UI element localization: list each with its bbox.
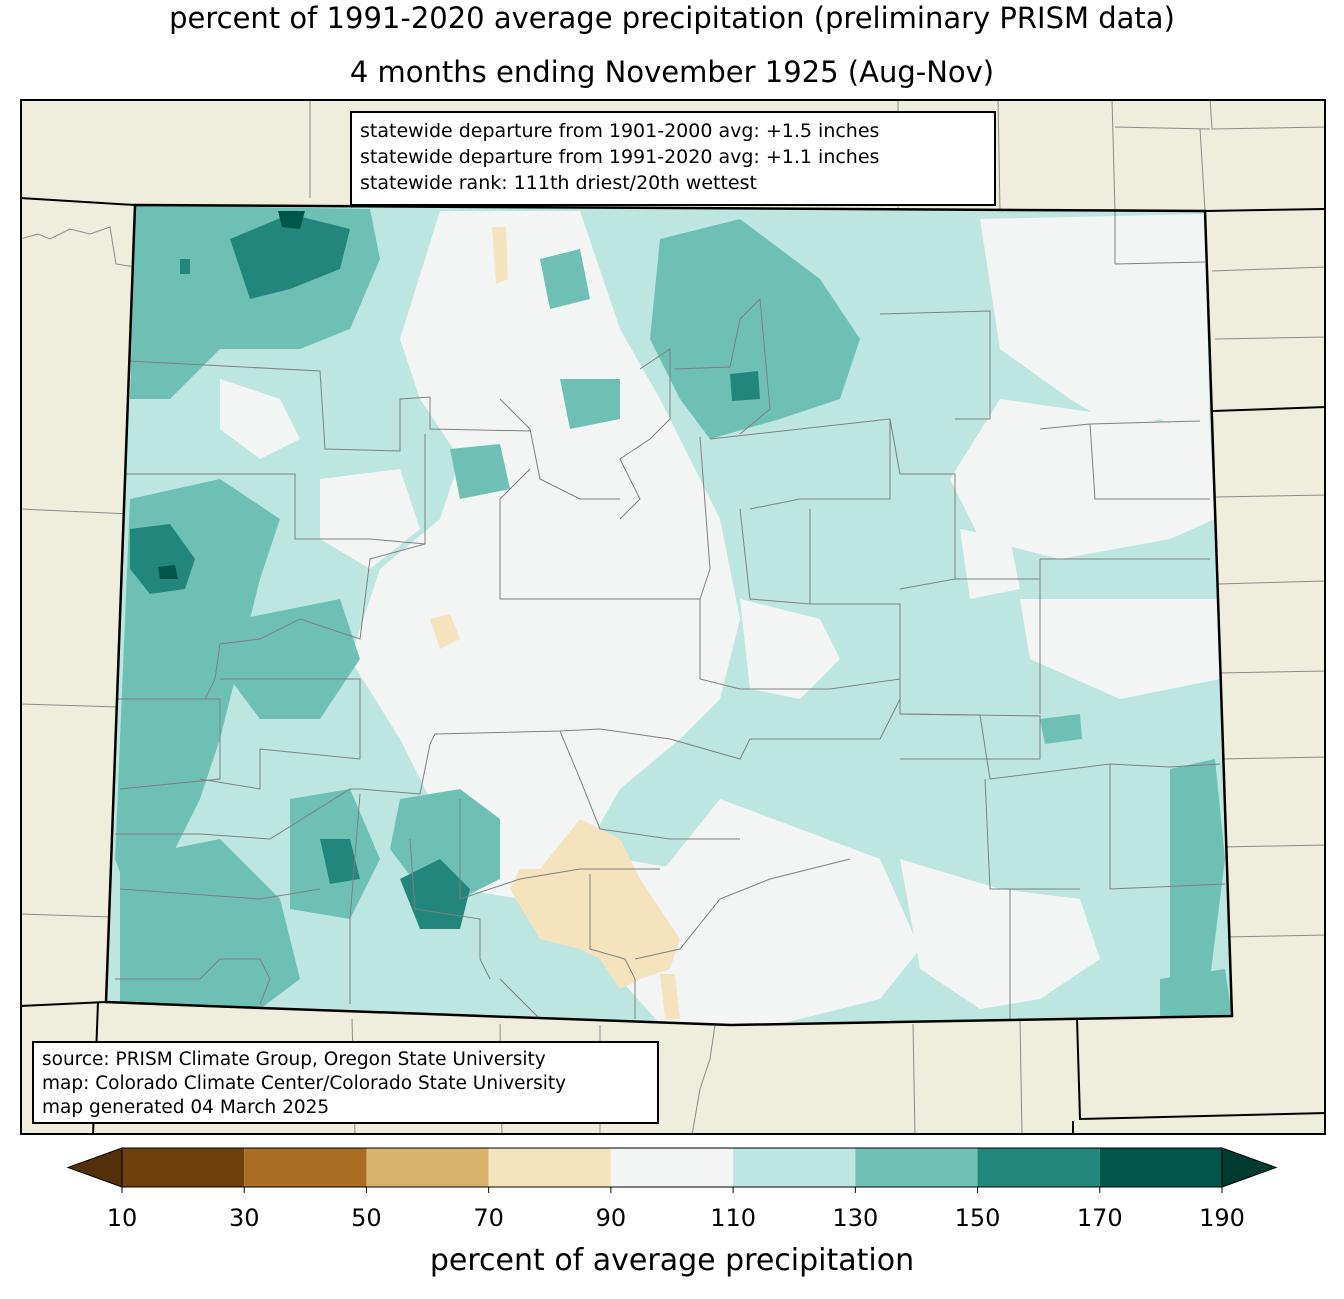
- statewide-stats-box: statewide departure from 1901-2000 avg: …: [350, 111, 996, 206]
- colorbar-tick-label: 30: [228, 1204, 260, 1232]
- colorbar-bin: [488, 1148, 611, 1187]
- map-frame: [20, 99, 1326, 1135]
- map-title-line2: 4 months ending November 1925 (Aug-Nov): [349, 55, 995, 89]
- precipitation-field: [106, 205, 1232, 1025]
- colorbar-bin: [244, 1148, 367, 1187]
- county-lines: [110, 211, 1226, 1020]
- colorbar-bin: [122, 1148, 245, 1187]
- stats-rank: statewide rank: 111th driest/20th wettes…: [360, 172, 757, 194]
- colorbar-bin: [855, 1148, 978, 1187]
- colorbar-bin: [610, 1148, 734, 1187]
- colorbar: [66, 1147, 1278, 1193]
- colorbar-tick-label: 10: [106, 1204, 138, 1232]
- colorbar-under-arrow: [66, 1147, 123, 1188]
- colorbar-tick-label: 110: [710, 1204, 757, 1232]
- colorbar-label: percent of average precipitation: [429, 1243, 915, 1278]
- neighbor-state-lines: [20, 197, 1326, 1135]
- colorbar-tick-label: 190: [1199, 1204, 1245, 1232]
- source-line: source: PRISM Climate Group, Oregon Stat…: [42, 1049, 546, 1070]
- source-box: source: PRISM Climate Group, Oregon Stat…: [32, 1041, 659, 1124]
- colorbar-bin: [733, 1148, 856, 1187]
- colorbar-over-arrow: [1221, 1147, 1278, 1188]
- colorbar-tick-label: 150: [954, 1204, 1001, 1232]
- colorbar-bin: [366, 1148, 489, 1187]
- precipitation-map: [20, 99, 1326, 1135]
- map-credit-line: map: Colorado Climate Center/Colorado St…: [42, 1073, 567, 1094]
- colorbar-tick-label: 50: [351, 1204, 382, 1232]
- stats-departure-1901-2000: statewide departure from 1901-2000 avg: …: [360, 120, 880, 142]
- colorbar-tick-label: 70: [473, 1204, 504, 1232]
- colorbar-tick-label: 170: [1076, 1204, 1123, 1232]
- colorbar-bin: [1099, 1148, 1222, 1187]
- colorbar-outline: [121, 1147, 1223, 1188]
- colorbar-bin: [977, 1148, 1100, 1187]
- colorado-border: [104, 203, 1234, 1027]
- colorbar-tick-label: 90: [595, 1204, 627, 1232]
- stats-departure-1991-2020: statewide departure from 1991-2020 avg: …: [360, 146, 880, 168]
- colorbar-tick-label: 130: [832, 1204, 879, 1232]
- map-title-line1: percent of 1991-2020 average precipitati…: [169, 1, 1175, 35]
- generated-date-line: map generated 04 March 2025: [42, 1097, 330, 1118]
